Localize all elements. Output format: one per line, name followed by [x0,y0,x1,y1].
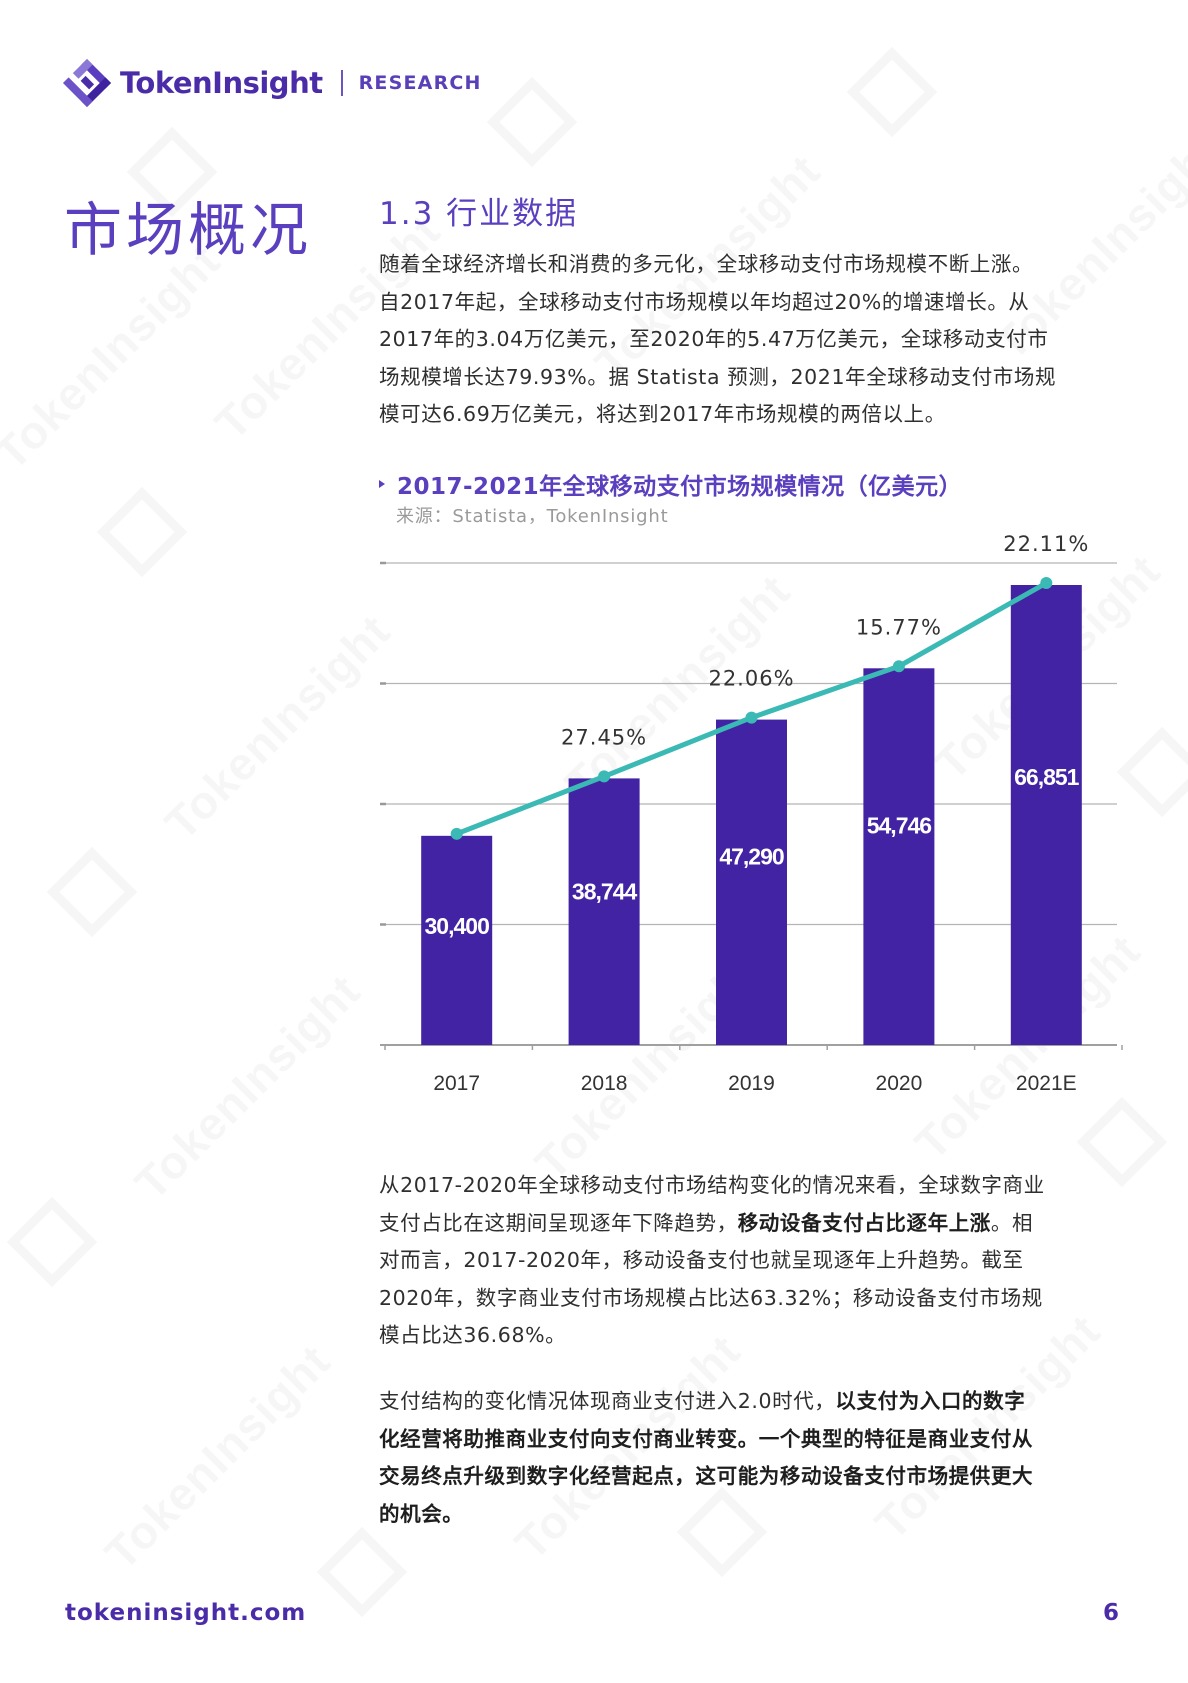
line-point [745,711,758,724]
bar-value-label: 30,400 [425,913,490,939]
text-run: 从2017-2020年全球移动支付市场结构变化的情况来看，全球数字商业 [379,1173,1045,1197]
bar-2017 [421,835,493,1045]
text-run: 。相 [990,1210,1034,1235]
paragraph-line: 模可达6.69万亿美元，将达到2017年市场规模的两倍以上。 [379,402,946,426]
growth-rate-label: 15.77% [856,615,942,639]
paragraph-line: 场规模增长达79.93%。据 Statista 预测，2021年全球移动支付市场… [379,364,1057,389]
body-paragraph-2: 支付结构的变化情况体现商业支付进入2.0时代，以支付为入口的数字化经营将助推商业… [379,1383,1119,1533]
triangle-bullet-icon [379,480,385,488]
page-title: 市场概况 [64,196,313,264]
x-axis-label: 2021E [1016,1072,1077,1095]
bar-value-label: 38,744 [572,879,638,905]
page-number: 6 [1103,1600,1120,1626]
paragraph-line: 自2017年起，全球移动支付市场规模以年均超过20%的增速增长。从 [379,289,1030,314]
growth-rate-label: 22.06% [708,667,794,691]
body-paragraph-1: 从2017-2020年全球移动支付市场结构变化的情况来看，全球数字商业 支付占比在… [379,1167,1119,1355]
paragraph-line: 模占比达36.68%。 [379,1317,1119,1355]
text-run: 2020年，数字商业支付市场规模占比达63.32%；移动设备支付市场规 [379,1285,1043,1310]
chart-title-text: 2017-2021年全球移动支付市场规模情况（亿美元） [397,474,963,500]
paragraph-line: 化经营将助推商业支付向支付商业转变。一个典型的特征是商业支付从 [379,1421,1119,1459]
x-axis-label: 2019 [728,1072,775,1095]
x-axis-label: 2017 [433,1072,480,1095]
paragraph-line: 交易终点升级到数字化经营起点，这可能为移动设备支付市场提供更大 [379,1458,1119,1496]
paragraph-line: 支付结构的变化情况体现商业支付进入2.0时代，以支付为入口的数字 [379,1383,1119,1421]
chart-source: 来源：Statista，TokenInsight [396,506,669,527]
paragraph-line: 的机会。 [379,1496,1119,1534]
x-axis-label: 2018 [581,1072,628,1095]
growth-rate-label: 22.11% [1003,532,1089,556]
line-point [450,827,463,840]
paragraph-line: 随着全球经济增长和消费的多元化，全球移动支付市场规模不断上涨。 [379,252,1034,276]
bold-text-run: 交易终点升级到数字化经营起点，这可能为移动设备支付市场提供更大 [379,1464,1034,1488]
footer-url-link[interactable]: tokeninsight.com [65,1600,307,1626]
paragraph-line: 对而言，2017-2020年，移动设备支付也就呈现逐年上升趋势。截至 [379,1242,1119,1280]
bar-2020 [863,668,935,1045]
section-label: RESEARCH [358,72,482,94]
bar-2019 [716,719,787,1045]
paragraph-line: 2020年，数字商业支付市场规模占比达63.32%；移动设备支付市场规 [379,1280,1119,1318]
paragraph-line: 从2017-2020年全球移动支付市场结构变化的情况来看，全球数字商业 [379,1167,1119,1205]
x-axis-label: 2020 [876,1072,923,1095]
page-header: TokenInsight RESEARCH [62,58,482,108]
paragraph-line: 2017年的3.04万亿美元，至2020年的5.47万亿美元，全球移动支付市 [379,327,1049,351]
bar-2021E [1010,585,1082,1045]
bold-text-run: 化经营将助推商业支付向支付商业转变。一个典型的特征是商业支付从 [379,1426,1034,1451]
bold-text-run: 的机会。 [379,1501,464,1526]
text-run: 支付占比在这期间呈现逐年下降趋势， [379,1210,738,1235]
intro-paragraph: 随着全球经济增长和消费的多元化，全球移动支付市场规模不断上涨。 自2017年起，… [379,246,1119,434]
line-point [892,660,905,673]
brand-name: TokenInsight [120,66,323,100]
line-point [598,770,611,783]
bar-value-label: 54,746 [867,812,932,838]
paragraph-line: 支付占比在这期间呈现逐年下降趋势，移动设备支付占比逐年上涨。相 [379,1205,1119,1243]
header-separator [340,70,343,96]
growth-rate-label: 27.45% [561,725,647,749]
text-run: 对而言，2017-2020年，移动设备支付也就呈现逐年上升趋势。截至 [379,1248,1024,1272]
bar-value-label: 66,851 [1014,764,1080,790]
bold-text-run: 移动设备支付占比逐年上涨 [737,1210,991,1235]
bar-value-label: 47,290 [719,844,784,870]
text-run: 支付结构的变化情况体现商业支付进入2.0时代， [379,1389,836,1413]
bar-2018 [568,778,640,1045]
chart-title: 2017-2021年全球移动支付市场规模情况（亿美元） [379,467,962,501]
line-point [1040,577,1053,589]
section-heading: 1.3 行业数据 [379,196,579,232]
text-run: 模占比达36.68%。 [379,1323,567,1347]
bold-text-run: 以支付为入口的数字 [835,1389,1026,1413]
tokeninsight-diamond-logo-icon [62,58,112,108]
